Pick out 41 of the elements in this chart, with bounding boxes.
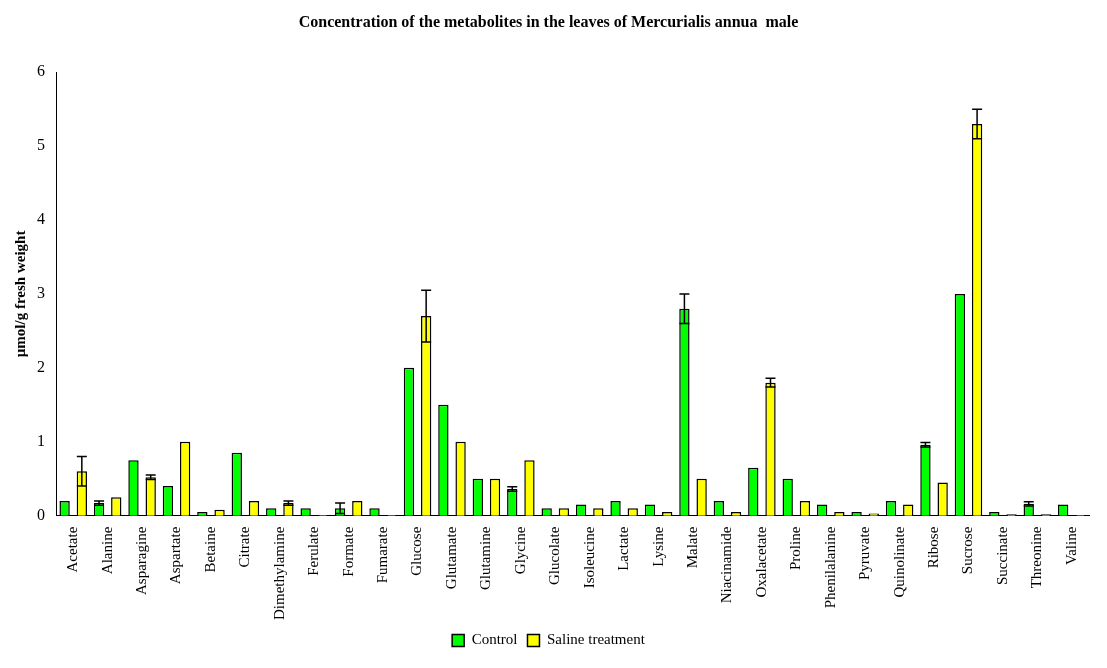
x-tick-label: Fumarate [374, 526, 391, 584]
legend-label: Saline treatment [546, 631, 646, 648]
x-tick-label: Phenilalanine [821, 526, 838, 609]
y-tick-label: 1 [37, 431, 45, 449]
y-tick-label: 3 [37, 284, 45, 302]
x-tick-label: Betaine [201, 526, 218, 573]
x-tick-label: Sucrose [959, 526, 976, 575]
y-tick-label: 5 [37, 136, 45, 154]
x-tick-label: Threonine [1028, 526, 1045, 589]
y-tick-label: 2 [37, 358, 45, 376]
chart-title: Concentration of the metabolites in the leaves of Mercurialis annua male [298, 12, 799, 30]
x-tick-label: Dimethylamine [270, 526, 287, 620]
x-tick-label: Asparagine [133, 526, 150, 595]
x-tick-label: Niacinamide [718, 526, 735, 604]
x-tick-label: Lysine [649, 526, 666, 567]
x-tick-label: Acetate [64, 526, 81, 573]
x-tick-label: Oxalacetate [752, 526, 769, 598]
x-tick-label: Isoleucine [580, 526, 597, 589]
x-tick-label: Glutamine [477, 526, 494, 591]
x-tick-label: Glucose [408, 526, 425, 576]
x-tick-label: Ribose [924, 526, 941, 569]
x-tick-label: Glutamate [442, 526, 459, 590]
x-tick-label: Lactate [615, 526, 632, 571]
x-tick-label: Succinate [993, 526, 1010, 585]
x-tick-label: Aspartate [167, 526, 184, 585]
x-tick-label: Ferulate [305, 526, 322, 576]
x-tick-label: Citrate [236, 526, 253, 568]
x-tick-label: Glucolate [546, 526, 563, 585]
x-tick-label: Malate [683, 526, 700, 569]
x-tick-label: Formate [339, 526, 356, 577]
y-tick-label: 4 [37, 210, 45, 228]
x-tick-label: Quinolinate [890, 526, 907, 598]
x-tick-label: Valine [1062, 526, 1079, 566]
x-tick-label: Pyruvate [856, 526, 873, 581]
x-tick-label: Proline [787, 526, 804, 571]
y-tick-label: 0 [37, 505, 45, 523]
x-tick-label: Alanine [98, 526, 115, 575]
x-tick-label: Glycine [511, 526, 528, 575]
y-tick-label: 6 [37, 62, 45, 80]
legend-label: Control [471, 631, 518, 648]
y-axis-title: µmol/g fresh weight [11, 230, 28, 358]
